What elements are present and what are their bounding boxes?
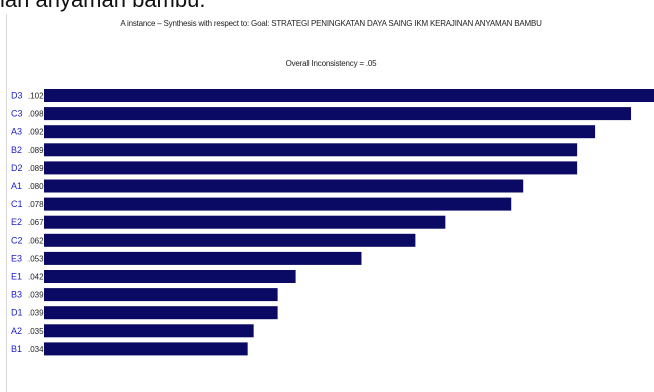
category-label-b3: B3: [11, 290, 22, 300]
category-label-c3: C3: [11, 109, 23, 119]
value-label-c1: .078: [28, 200, 44, 209]
category-label-e3: E3: [11, 253, 22, 263]
bar-a1: [44, 179, 524, 193]
value-label-c2: .062: [28, 236, 44, 245]
category-label-e1: E1: [11, 272, 22, 282]
page-caption: ian anyaman bambu.: [0, 0, 205, 13]
category-label-e2: E2: [11, 217, 22, 227]
category-label-d2: D2: [11, 163, 23, 173]
bar-d2: [44, 161, 578, 175]
value-label-d1: .039: [28, 309, 44, 318]
bar-a2: [44, 324, 254, 338]
value-label-a1: .080: [28, 182, 44, 191]
bar-chart: D3 .102 C3 .098 A3 .092 B2 .089 D2 .089 A1 .080 C1 .0…: [11, 89, 654, 356]
value-label-d2: .089: [28, 164, 44, 173]
category-label-b2: B2: [11, 145, 22, 155]
value-label-b3: .039: [28, 291, 44, 300]
value-label-e2: .067: [28, 218, 44, 227]
bar-b3: [44, 288, 278, 302]
category-label-d3: D3: [11, 91, 23, 101]
category-label-a1: A1: [11, 181, 22, 191]
bar-e1: [44, 270, 296, 283]
chart-panel: A instance – Synthesis with respect to: …: [6, 14, 654, 392]
category-label-b1: B1: [11, 344, 22, 354]
bar-c2: [44, 233, 416, 247]
category-label-d1: D1: [11, 308, 23, 318]
bar-e2: [44, 215, 446, 229]
bar-d3: [44, 89, 654, 102]
bar-c3: [44, 107, 632, 121]
value-label-a3: .092: [28, 128, 44, 137]
bar-a3: [44, 125, 596, 139]
overall-inconsistency-label: Overall Inconsistency = .05: [285, 59, 377, 68]
value-label-c3: .098: [28, 110, 44, 119]
value-label-a2: .035: [28, 327, 44, 336]
bar-b2: [44, 143, 578, 157]
category-label-c1: C1: [11, 199, 23, 209]
value-label-d3: .102: [28, 92, 44, 101]
category-label-a2: A2: [11, 326, 22, 336]
value-label-e3: .053: [28, 254, 44, 263]
bar-b1: [44, 342, 248, 356]
category-label-c2: C2: [11, 235, 23, 245]
category-label-a3: A3: [11, 127, 22, 137]
value-label-b1: .034: [28, 345, 44, 354]
bar-c1: [44, 197, 512, 211]
value-label-b2: .089: [28, 146, 44, 155]
value-label-e1: .042: [28, 273, 44, 282]
bar-e3: [44, 251, 362, 265]
chart-title: A instance – Synthesis with respect to: …: [120, 19, 542, 28]
bar-d1: [44, 306, 278, 320]
